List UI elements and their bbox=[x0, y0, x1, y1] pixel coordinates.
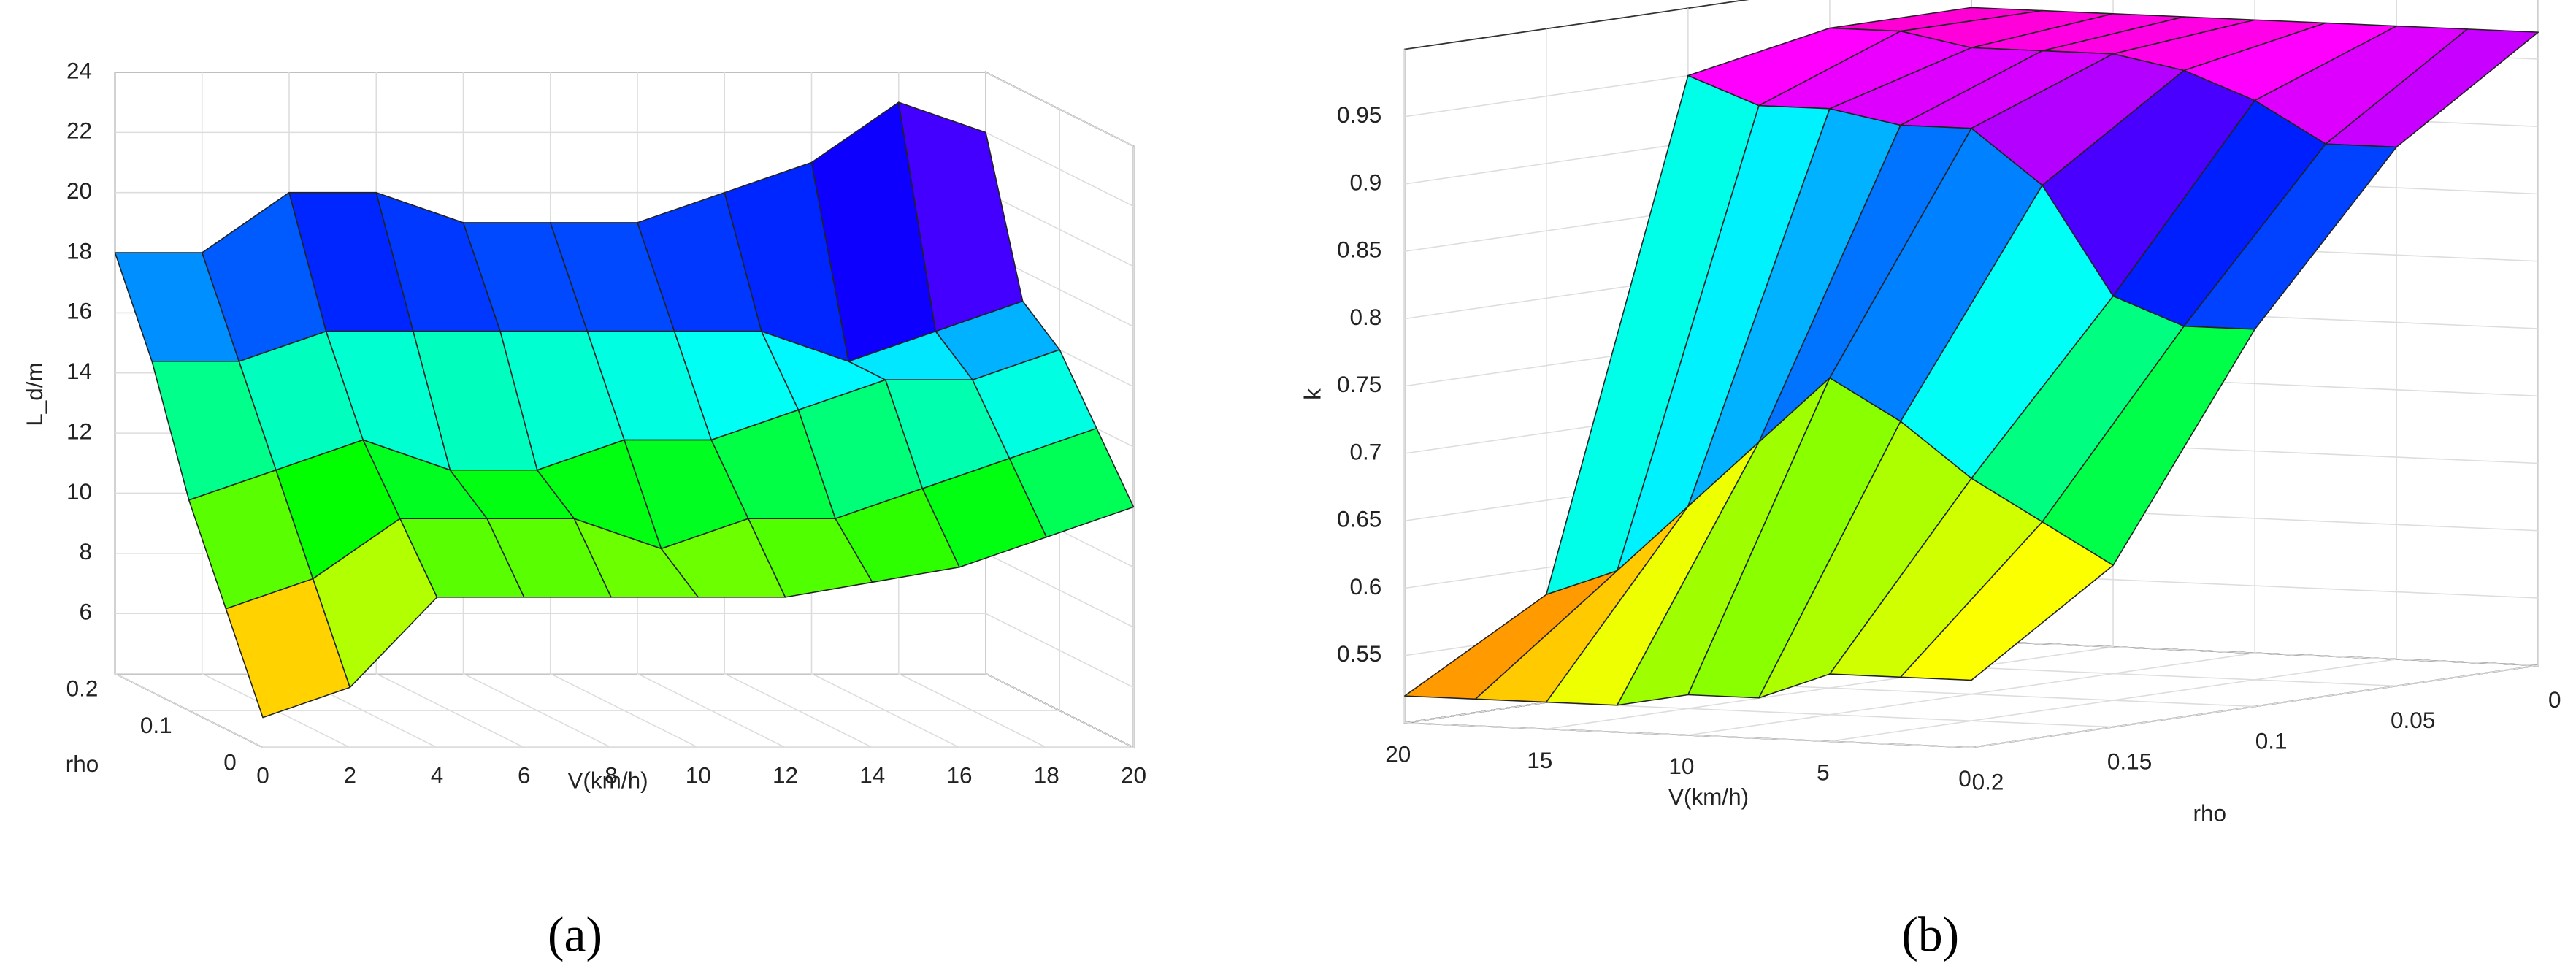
x-tick-label: 15 bbox=[1527, 747, 1552, 773]
z-tick-label: 18 bbox=[66, 237, 92, 264]
y-axis-label: rho bbox=[2193, 800, 2226, 826]
z-axis-label: k bbox=[1299, 388, 1325, 400]
y-tick-label: 0.15 bbox=[2107, 748, 2152, 774]
surface-chart: 0 2 4 6 8 10 12 14 16 18 2000.10.26810121416182022… bbox=[21, 57, 1146, 962]
x-axis-label: V(km/h) bbox=[567, 767, 648, 793]
y-tick-label: 0.1 bbox=[2255, 727, 2288, 754]
x-tick-label: 20 bbox=[1121, 762, 1146, 789]
surface-patch bbox=[1900, 521, 2114, 681]
figure-body: 0 2 4 6 8 10 12 14 16 18 2000.10.26810121416182022… bbox=[21, 0, 2561, 962]
z-tick-label: 0.9 bbox=[1349, 169, 1381, 195]
z-axis-label: L_d/m bbox=[21, 362, 47, 426]
x-tick-label: 0 bbox=[1958, 765, 1971, 792]
panel-label: (b) bbox=[1901, 907, 1959, 962]
x-tick-label: 10 bbox=[686, 762, 711, 789]
y-tick-label: 0.1 bbox=[140, 712, 172, 738]
z-grid-line bbox=[115, 72, 1134, 147]
x-tick-label: 16 bbox=[946, 762, 972, 789]
surface-patch bbox=[1008, 427, 1135, 538]
z-tick-label: 0.8 bbox=[1349, 304, 1381, 330]
z-tick-label: 0.95 bbox=[1337, 101, 1381, 128]
x-tick-label: 8 bbox=[605, 762, 618, 789]
x-tick-label: 4 bbox=[431, 762, 444, 789]
y-grid-line bbox=[188, 109, 1061, 711]
x-tick-label: 20 bbox=[1385, 740, 1411, 767]
surface-chart: 0 5 10 15 20 0 0.05 0.1 0.15 0.2 0.55 0.6 0.65 0.7 0.7… bbox=[1299, 0, 2561, 962]
z-tick-label: 0.65 bbox=[1337, 506, 1381, 532]
y-tick-label: 0.2 bbox=[1972, 769, 2004, 795]
z-tick-label: 0.85 bbox=[1337, 237, 1381, 263]
z-tick-label: 0.7 bbox=[1349, 438, 1381, 464]
z-tick-label: 6 bbox=[79, 598, 92, 624]
x-axis-label: V(km/h) bbox=[1668, 783, 1749, 810]
x-tick-label: 18 bbox=[1034, 762, 1059, 789]
panel-label: (a) bbox=[548, 907, 602, 962]
y-tick-label: 0 bbox=[223, 749, 237, 775]
y-tick-label: 0 bbox=[2548, 686, 2561, 713]
x-tick-label: 12 bbox=[773, 762, 798, 789]
x-tick-label: 14 bbox=[859, 762, 885, 789]
z-tick-label: 16 bbox=[66, 298, 92, 324]
z-tick-label: 0.55 bbox=[1337, 640, 1381, 667]
y-tick-label: 0.2 bbox=[66, 675, 99, 701]
z-tick-label: 24 bbox=[66, 57, 92, 83]
z-tick-label: 0.6 bbox=[1349, 573, 1381, 599]
z-tick-label: 8 bbox=[79, 538, 92, 564]
z-tick-label: 14 bbox=[66, 358, 92, 384]
x-tick-label: 2 bbox=[343, 762, 356, 789]
x-tick-label: 10 bbox=[1668, 753, 1694, 779]
x-tick-label: 5 bbox=[1817, 759, 1830, 786]
z-tick-label: 10 bbox=[66, 478, 92, 505]
y-grid-line bbox=[1403, 49, 1972, 748]
x-tick-label: 6 bbox=[518, 762, 531, 789]
y-axis-label: rho bbox=[66, 751, 99, 777]
z-tick-label: 0.75 bbox=[1337, 371, 1381, 397]
z-tick-label: 22 bbox=[66, 118, 92, 144]
y-tick-label: 0.05 bbox=[2391, 707, 2435, 733]
y-grid-line bbox=[263, 146, 1135, 748]
z-tick-label: 12 bbox=[66, 418, 92, 444]
x-tick-label: 0 bbox=[256, 762, 269, 789]
z-tick-label: 20 bbox=[66, 177, 92, 204]
